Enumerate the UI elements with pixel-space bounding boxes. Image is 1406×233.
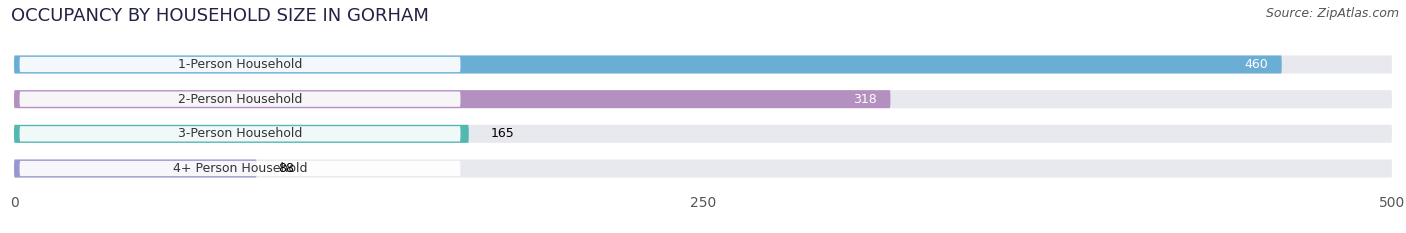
FancyBboxPatch shape bbox=[14, 55, 1392, 73]
FancyBboxPatch shape bbox=[14, 125, 468, 143]
FancyBboxPatch shape bbox=[20, 57, 461, 72]
FancyBboxPatch shape bbox=[20, 161, 461, 176]
FancyBboxPatch shape bbox=[14, 125, 1392, 143]
Text: 2-Person Household: 2-Person Household bbox=[177, 93, 302, 106]
FancyBboxPatch shape bbox=[14, 160, 1392, 178]
FancyBboxPatch shape bbox=[20, 92, 461, 107]
FancyBboxPatch shape bbox=[20, 126, 461, 141]
Text: 88: 88 bbox=[278, 162, 295, 175]
Text: 460: 460 bbox=[1244, 58, 1268, 71]
Text: OCCUPANCY BY HOUSEHOLD SIZE IN GORHAM: OCCUPANCY BY HOUSEHOLD SIZE IN GORHAM bbox=[11, 7, 429, 25]
FancyBboxPatch shape bbox=[14, 90, 890, 108]
Text: 165: 165 bbox=[491, 127, 515, 140]
FancyBboxPatch shape bbox=[14, 55, 1282, 73]
Text: 4+ Person Household: 4+ Person Household bbox=[173, 162, 308, 175]
Text: 3-Person Household: 3-Person Household bbox=[177, 127, 302, 140]
Text: Source: ZipAtlas.com: Source: ZipAtlas.com bbox=[1265, 7, 1399, 20]
Text: 1-Person Household: 1-Person Household bbox=[177, 58, 302, 71]
FancyBboxPatch shape bbox=[14, 160, 256, 178]
Text: 318: 318 bbox=[853, 93, 876, 106]
FancyBboxPatch shape bbox=[14, 90, 1392, 108]
